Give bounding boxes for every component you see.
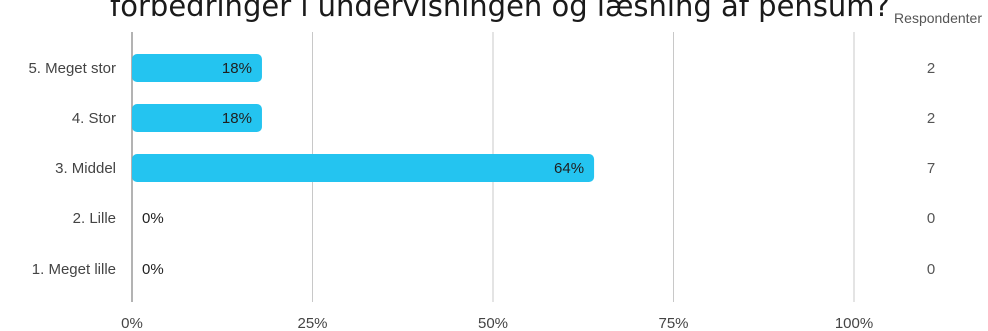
x-tick-label: 100% bbox=[835, 315, 873, 331]
category-label: 1. Meget lille bbox=[32, 261, 116, 278]
bar bbox=[132, 154, 595, 182]
respondents-column-header: Respondenter bbox=[894, 10, 982, 26]
category-label: 4. Stor bbox=[72, 110, 116, 127]
category-label: 5. Meget stor bbox=[28, 60, 116, 77]
chart-title: forbedringer i undervisningen og læsning… bbox=[110, 0, 890, 23]
respondent-count: 2 bbox=[927, 60, 935, 77]
respondent-count: 0 bbox=[927, 210, 935, 227]
x-tick-label: 25% bbox=[297, 315, 327, 331]
bar bbox=[132, 104, 262, 132]
bar-value-label: 0% bbox=[142, 210, 164, 227]
respondent-count: 7 bbox=[927, 160, 935, 177]
x-tick-label: 0% bbox=[121, 315, 143, 331]
x-tick-label: 75% bbox=[658, 315, 688, 331]
bars bbox=[132, 54, 595, 182]
category-label: 3. Middel bbox=[55, 160, 116, 177]
labels: 0% 25% 50% 75% 100% 5. Meget stor 18% 2 4. Stor 1… bbox=[28, 60, 935, 331]
respondent-count: 2 bbox=[927, 110, 935, 127]
x-tick-label: 50% bbox=[478, 315, 508, 331]
respondent-count: 0 bbox=[927, 261, 935, 278]
bar-value-label: 64% bbox=[554, 160, 584, 177]
bar-value-label: 18% bbox=[222, 110, 252, 127]
category-label: 2. Lille bbox=[73, 210, 116, 227]
bar-value-label: 0% bbox=[142, 261, 164, 278]
bar bbox=[132, 54, 262, 82]
bar-value-label: 18% bbox=[222, 60, 252, 77]
